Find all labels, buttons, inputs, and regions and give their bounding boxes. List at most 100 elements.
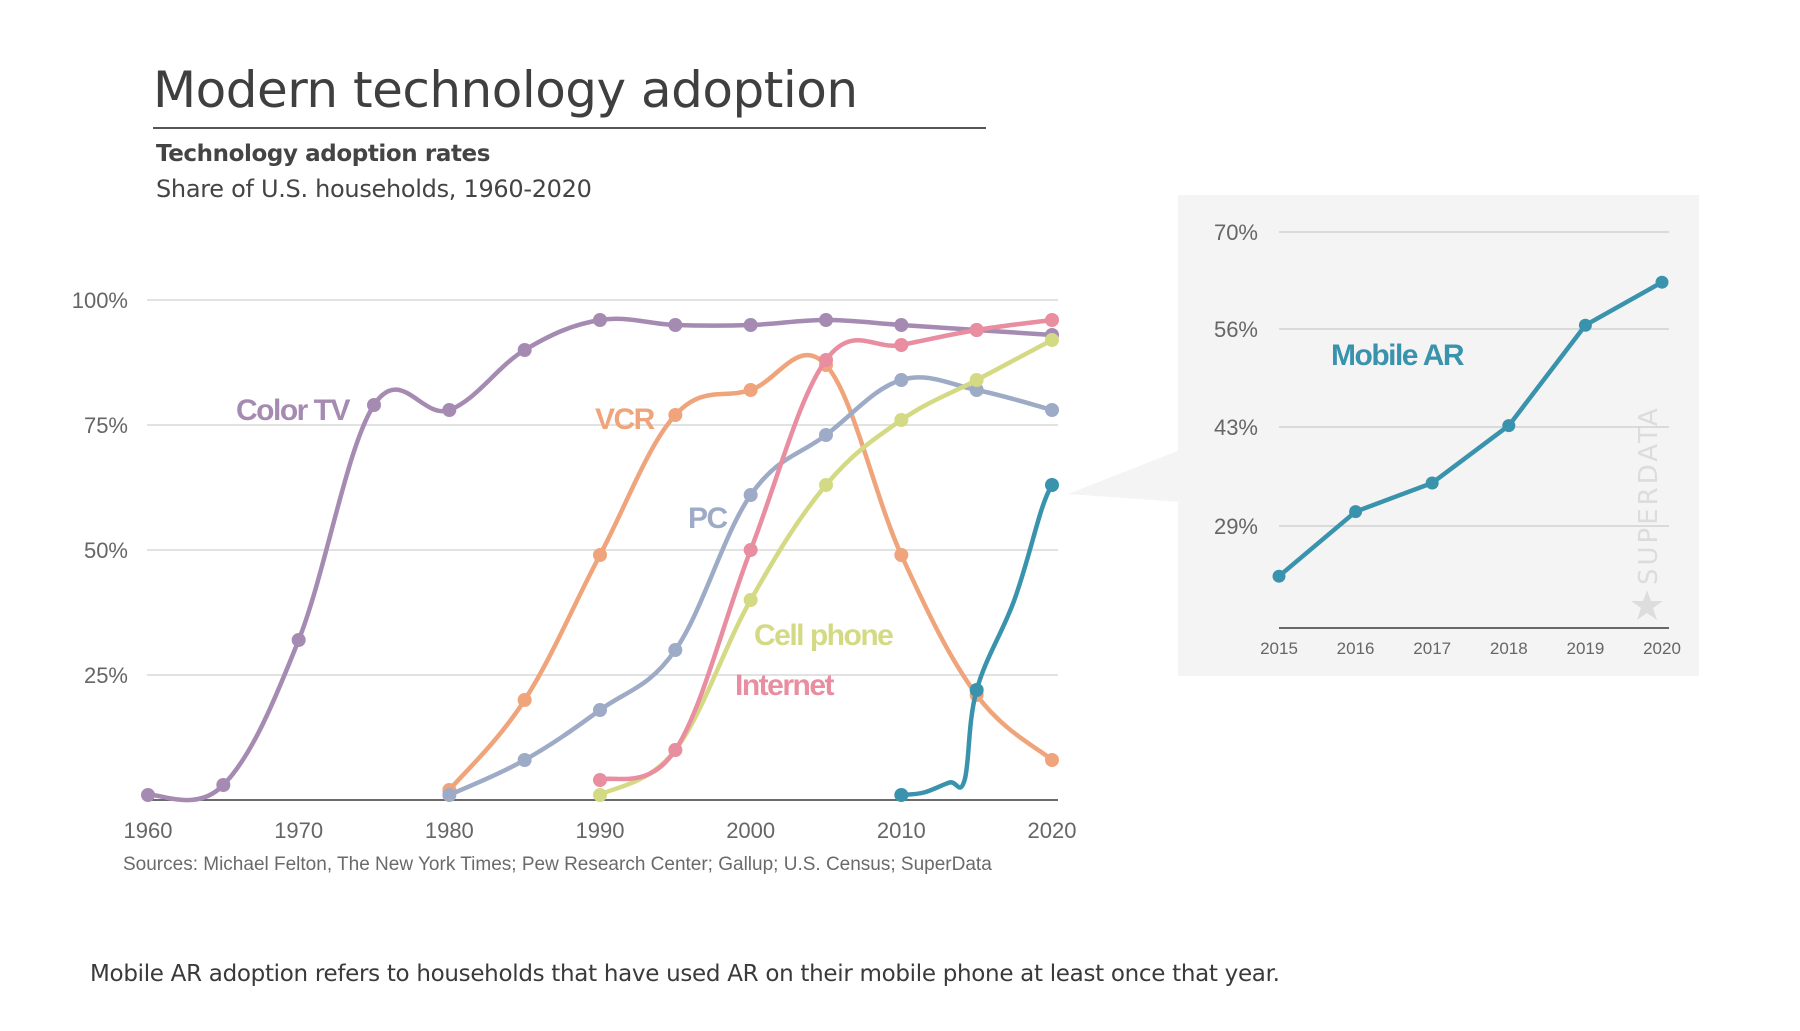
series-mobile-ar [894, 478, 1059, 802]
data-point-mobile-ar-2010 [894, 788, 909, 802]
data-point-color-tv-1975 [367, 398, 381, 412]
data-point-color-tv-2010 [894, 318, 909, 332]
data-point-pc-1995 [668, 643, 683, 657]
data-point-internet-2010 [894, 338, 909, 352]
main-y-axis: 25% 50% 75% 100% [72, 288, 128, 688]
footnote: Mobile AR adoption refers to households … [90, 961, 1280, 987]
data-point-color-tv-2000 [743, 318, 758, 332]
series-line-vcr [447, 353, 1055, 793]
series-label-vcr: VCR [595, 403, 656, 436]
data-point-pc-2020 [1045, 403, 1059, 417]
series-vcr [442, 353, 1059, 797]
data-point-vcr-2000 [743, 383, 758, 397]
inset-x-tick-label: 2018 [1490, 639, 1528, 658]
star-icon [1631, 590, 1663, 620]
inset-plot-area [1272, 275, 1669, 583]
data-point-vcr-1995 [668, 408, 683, 422]
data-point-vcr-1990 [593, 548, 607, 562]
data-point-internet-1990 [593, 773, 607, 787]
data-point-color-tv-1995 [668, 318, 683, 332]
x-tick-label: 1980 [425, 818, 474, 843]
data-point-pc-1990 [593, 703, 607, 717]
data-point-cell-phone-2000 [743, 593, 758, 607]
inset-panel [1178, 195, 1699, 676]
inset-y-tick-label: 70% [1214, 220, 1258, 245]
inset-data-point-2017 [1425, 476, 1439, 490]
sources-note: Sources: Michael Felton, The New York Ti… [123, 854, 992, 875]
y-tick-label: 25% [84, 663, 128, 688]
inset-x-axis: 2015 2016 2017 2018 2019 2020 [1260, 639, 1681, 658]
series-label-cell-phone: Cell phone [754, 619, 893, 652]
data-point-cell-phone-1990 [593, 788, 607, 802]
series-line-cell-phone [597, 337, 1055, 798]
inset-series-line [1276, 279, 1665, 579]
data-point-vcr-2020 [1045, 753, 1059, 767]
inset-data-point-2016 [1349, 505, 1363, 519]
data-point-internet-2020 [1045, 313, 1059, 327]
series-label-internet: Internet [735, 669, 835, 702]
inset-y-tick-label: 56% [1214, 317, 1258, 342]
data-point-internet-2005 [819, 353, 833, 367]
data-point-color-tv-1965 [216, 778, 231, 792]
x-tick-label: 1990 [576, 818, 625, 843]
series-pc [442, 373, 1059, 802]
inset-x-tick-label: 2020 [1643, 639, 1681, 658]
inset-grid [1279, 231, 1669, 629]
data-point-internet-2015 [969, 323, 984, 337]
data-point-mobile-ar-2015 [969, 683, 984, 697]
y-tick-label: 50% [84, 538, 128, 563]
data-point-pc-2005 [819, 428, 833, 442]
y-tick-label: 75% [84, 413, 128, 438]
data-point-mobile-ar-2020 [1045, 478, 1059, 492]
x-tick-label: 1970 [274, 818, 323, 843]
data-point-pc-2015 [969, 383, 984, 397]
data-point-cell-phone-2015 [969, 373, 984, 387]
series-internet [593, 313, 1059, 787]
data-point-pc-1985 [517, 753, 532, 767]
data-point-vcr-2010 [894, 548, 909, 562]
series-cell-phone [593, 333, 1059, 802]
data-point-cell-phone-2020 [1045, 333, 1059, 347]
inset-series-mobile-ar [1272, 275, 1669, 583]
inset-data-point-2019 [1578, 318, 1592, 332]
data-point-color-tv-1985 [517, 343, 532, 357]
inset-data-point-2015 [1272, 569, 1286, 583]
page-title: Modern technology adoption [153, 61, 858, 119]
inset-x-tick-label: 2016 [1337, 639, 1375, 658]
series-label-pc: PC [688, 502, 728, 535]
data-point-color-tv-2005 [819, 313, 833, 327]
y-tick-label: 100% [72, 288, 128, 313]
watermark: SUPERDATA [1631, 405, 1664, 620]
x-tick-label: 2000 [726, 818, 775, 843]
series-line-color-tv [145, 316, 1055, 803]
data-point-color-tv-1970 [291, 633, 306, 647]
inset-y-tick-label: 43% [1214, 415, 1258, 440]
data-point-color-tv-1960 [141, 788, 155, 802]
data-point-cell-phone-2010 [894, 413, 909, 427]
series-color-tv [141, 313, 1059, 803]
data-point-vcr-1985 [517, 693, 532, 707]
inset-y-axis: 29% 43% 56% 70% [1214, 220, 1258, 539]
inset-data-point-2018 [1502, 419, 1516, 433]
inset-data-point-2020 [1655, 275, 1669, 289]
chart-subtitle-bold: Technology adoption rates [156, 141, 490, 167]
data-point-pc-1980 [442, 788, 457, 802]
chart-subtitle: Share of U.S. households, 1960-2020 [156, 175, 592, 203]
series-label-color-tv: Color TV [236, 394, 350, 427]
data-point-pc-2010 [894, 373, 909, 387]
series-line-mobile-ar [899, 482, 1055, 798]
inset-x-tick-label: 2017 [1413, 639, 1451, 658]
data-point-color-tv-1990 [593, 313, 607, 327]
inset-series-label-mobile-ar: Mobile AR [1331, 339, 1465, 372]
data-point-pc-2000 [743, 488, 758, 502]
main-plot-area [141, 313, 1059, 803]
data-point-color-tv-1980 [442, 403, 457, 417]
x-tick-label: 2010 [877, 818, 926, 843]
data-point-internet-1995 [668, 743, 683, 757]
x-tick-label: 2020 [1028, 818, 1077, 843]
data-point-internet-2000 [743, 543, 758, 557]
main-x-axis: 1960 1970 1980 1990 2000 2010 2020 [124, 818, 1077, 843]
watermark-text: SUPERDATA [1634, 405, 1664, 585]
inset-y-tick-label: 29% [1214, 514, 1258, 539]
